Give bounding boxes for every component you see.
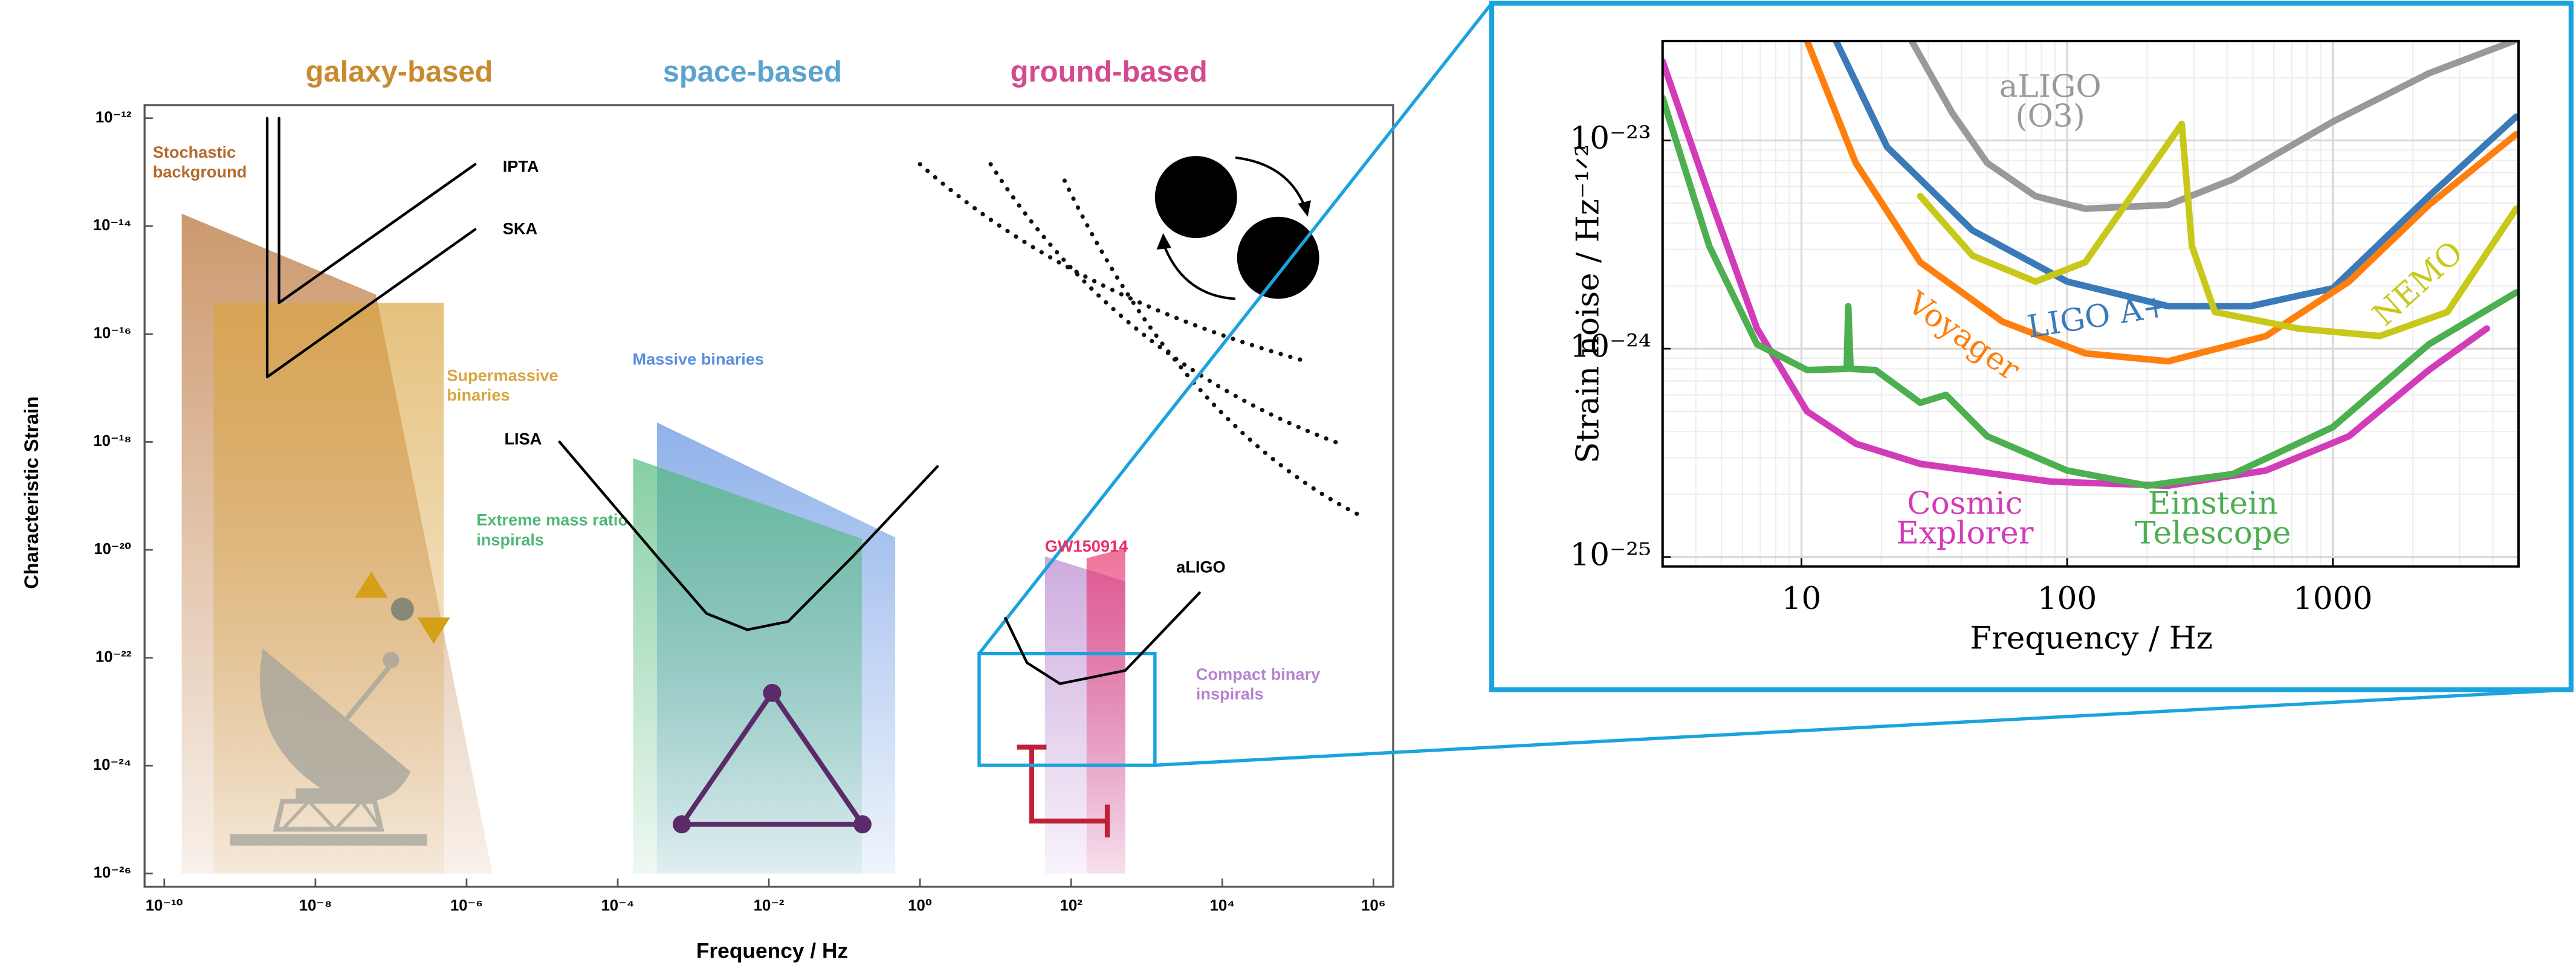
series-line bbox=[1804, 40, 2519, 365]
y-axis-label: Strain noise / Hz⁻¹ᐟ² bbox=[1570, 144, 1607, 464]
tick-label: 10⁻¹⁴ bbox=[93, 217, 132, 234]
wavefronts bbox=[917, 162, 1366, 520]
series-line bbox=[277, 117, 477, 305]
region bbox=[1086, 548, 1125, 874]
tick-label: 10⁻¹² bbox=[95, 109, 132, 126]
tick-label: 10⁻²⁴ bbox=[93, 756, 132, 773]
legend-label: Einstein Telescope bbox=[2135, 486, 2291, 552]
series-group bbox=[265, 117, 1201, 685]
legend-label-text: Einstein Telescope bbox=[2135, 486, 2291, 552]
region-label-text: Compact binary inspirals bbox=[1196, 666, 1321, 704]
tick-label: 10⁻⁸ bbox=[299, 897, 332, 914]
tick-label: 10⁻¹⁰ bbox=[146, 897, 183, 914]
marker-down bbox=[417, 617, 450, 644]
group-header: space-based bbox=[663, 56, 842, 88]
tick-label: 10⁻²² bbox=[95, 648, 132, 665]
series-label: IPTA bbox=[503, 156, 539, 175]
series-line bbox=[1662, 57, 2490, 489]
tick-label: 10⁴ bbox=[1210, 897, 1235, 914]
region-label-text: Supermassive binaries bbox=[447, 367, 558, 405]
region-label-text: Stochastic background bbox=[152, 144, 247, 182]
group-header: ground-based bbox=[1011, 56, 1208, 88]
region-label-text: GW150914 bbox=[1044, 538, 1128, 557]
tick-label: 10⁻² bbox=[754, 897, 785, 914]
tick-label: 10⁻²³ bbox=[1570, 120, 1651, 156]
series-line bbox=[1833, 40, 2519, 310]
marker-up bbox=[355, 571, 388, 598]
telescope-icon bbox=[230, 648, 427, 846]
tick-label: 10⁻¹⁸ bbox=[93, 433, 131, 450]
legend-label: Cosmic Explorer bbox=[1896, 486, 2034, 552]
zoom-line bbox=[1154, 688, 2571, 767]
series-label: SKA bbox=[503, 219, 537, 238]
series-line bbox=[1004, 591, 1201, 685]
region-label: Stochastic background bbox=[152, 144, 247, 182]
region-label: Supermassive binaries bbox=[447, 367, 558, 405]
legend-label-text: Cosmic Explorer bbox=[1896, 486, 2034, 552]
x-axis-label: Frequency / Hz bbox=[696, 940, 848, 963]
x-axis-label: Frequency / Hz bbox=[1970, 620, 2213, 656]
series-line bbox=[558, 440, 939, 631]
region-label: Massive binaries bbox=[632, 351, 765, 370]
tick-label: 10⁻²⁰ bbox=[94, 541, 131, 558]
legend-label-text: aLIGO (O3) bbox=[1999, 69, 2102, 135]
region-label: Compact binary inspirals bbox=[1196, 666, 1321, 704]
region-label: Extreme mass ratio inspirals bbox=[476, 512, 629, 550]
region-label: GW150914 bbox=[1044, 538, 1128, 557]
y-axis-label: Characteristic Strain bbox=[20, 396, 42, 589]
overlay: 10⁻¹⁰ 10⁻⁸ 10⁻⁶ 10⁻⁴ 10⁻² 10⁰ 10² 10⁴ 10⁶ 10⁻¹² 10… bbox=[20, 39, 2520, 963]
detector-icon bbox=[1017, 744, 1110, 837]
tick-label: 10⁻²⁶ bbox=[94, 865, 132, 882]
tick-label: 1000 bbox=[2293, 581, 2372, 617]
series-line bbox=[1662, 94, 2519, 489]
tick-label: 10⁻²⁴ bbox=[1570, 329, 1651, 365]
group-header: galaxy-based bbox=[306, 56, 493, 88]
tick-label: 10⁻⁴ bbox=[601, 897, 634, 914]
tick-label: 10² bbox=[1060, 897, 1083, 914]
region-label-text: Massive binaries bbox=[632, 351, 765, 370]
plot-frame bbox=[1661, 39, 2520, 568]
tick-label: 10⁰ bbox=[908, 897, 932, 914]
series-line bbox=[1917, 120, 2519, 340]
zoom-line bbox=[977, 2, 1493, 655]
tick-label: 100 bbox=[2037, 581, 2097, 617]
binary-icon bbox=[1154, 156, 1319, 300]
region-label-text: Extreme mass ratio inspirals bbox=[476, 512, 629, 550]
lisa-icon bbox=[673, 683, 872, 834]
marker-circle bbox=[390, 598, 414, 621]
series-line bbox=[265, 117, 477, 379]
zoom-box bbox=[977, 651, 1157, 767]
legend-label: aLIGO (O3) bbox=[1999, 69, 2102, 135]
series-label: aLIGO bbox=[1176, 557, 1225, 576]
tick-label: 10⁻¹⁶ bbox=[94, 325, 132, 342]
tick-label: 10 bbox=[1782, 581, 1822, 617]
tick-label: 10⁻²⁵ bbox=[1570, 537, 1651, 573]
tick-label: 10⁻⁶ bbox=[450, 897, 483, 914]
region bbox=[633, 458, 862, 874]
tick-label: 10⁶ bbox=[1361, 897, 1386, 914]
series-label: LISA bbox=[504, 430, 542, 448]
series-group bbox=[1662, 40, 2519, 489]
